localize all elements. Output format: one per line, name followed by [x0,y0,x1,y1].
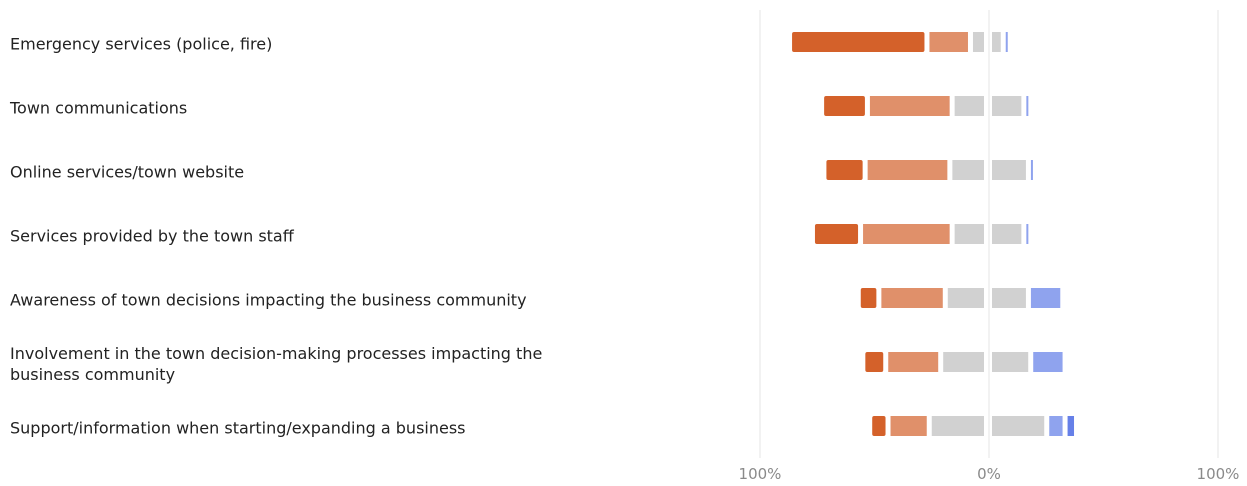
chart-bars [792,32,1075,436]
bar-segment-positive [992,96,1022,116]
bar-segment-negative [952,160,984,180]
bar-segment-negative [863,224,950,244]
row-label-emergency-services: Emergency services (police, fire) [10,34,273,54]
row-label-town-communications: Town communications [10,98,188,118]
bar-segment-negative [954,96,984,116]
bar-segment-positive [992,224,1022,244]
bar-segment-negative [931,416,984,436]
bar-segment-positive [1030,288,1061,308]
bar-segment-negative [947,288,984,308]
chart-grid [759,10,1219,458]
bar-segment-negative [814,224,859,244]
x-tick-center: 0% [977,465,1001,483]
bar-segment-negative [867,160,948,180]
row-label-awareness: Awareness of town decisions impacting th… [10,290,527,310]
bar-segment-negative [860,288,877,308]
row-label-support: Support/information when starting/expand… [10,418,466,438]
bar-segment-positive [1026,96,1029,116]
x-tick-left: 100% [739,465,782,483]
bar-segment-negative [792,32,925,52]
x-tick-right: 100% [1197,465,1240,483]
bar-segment-positive [992,416,1045,436]
row-labels: Emergency services (police, fire) Town c… [10,34,543,438]
bar-segment-positive [1005,32,1008,52]
bar-segment-negative [869,96,950,116]
bar-segment-positive [992,352,1029,372]
bar-segment-negative [888,352,939,372]
bar-segment-negative [943,352,984,372]
bar-segment-positive [992,32,1001,52]
bar-segment-positive [1030,160,1033,180]
row-label-involvement: Involvement in the town decision-making … [10,344,543,384]
bar-segment-positive [1067,416,1075,436]
bar-segment-negative [954,224,984,244]
bar-segment-positive [992,288,1026,308]
bar-segment-negative [824,96,865,116]
bar-segment-negative [826,160,863,180]
bar-segment-positive [992,160,1026,180]
bar-segment-positive [1033,352,1063,372]
x-axis-ticks: 100% 0% 100% [739,465,1240,483]
bar-segment-negative [890,416,927,436]
row-label-online-services: Online services/town website [10,162,245,182]
bar-segment-negative [929,32,968,52]
bar-segment-negative [972,32,984,52]
bar-segment-negative [881,288,943,308]
bar-segment-negative [865,352,884,372]
row-label-town-staff: Services provided by the town staff [10,226,294,246]
bar-segment-positive [1049,416,1063,436]
bar-segment-negative [872,416,886,436]
bar-segment-positive [1026,224,1029,244]
